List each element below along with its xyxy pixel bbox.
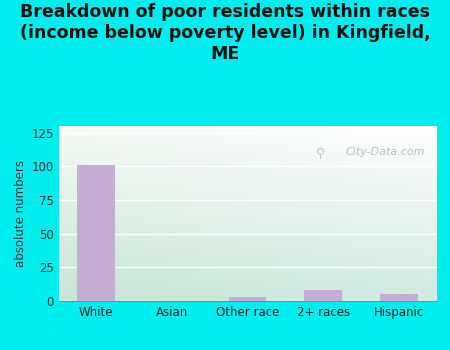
Text: ⚲: ⚲ (315, 147, 324, 160)
Bar (229, 297, 266, 301)
Text: City-Data.com: City-Data.com (346, 147, 425, 157)
Bar (380, 294, 418, 301)
Text: Breakdown of poor residents within races
(income below poverty level) in Kingfie: Breakdown of poor residents within races… (20, 4, 430, 63)
Bar (77, 165, 115, 301)
Y-axis label: absolute numbers: absolute numbers (14, 160, 27, 267)
Bar (304, 290, 342, 301)
